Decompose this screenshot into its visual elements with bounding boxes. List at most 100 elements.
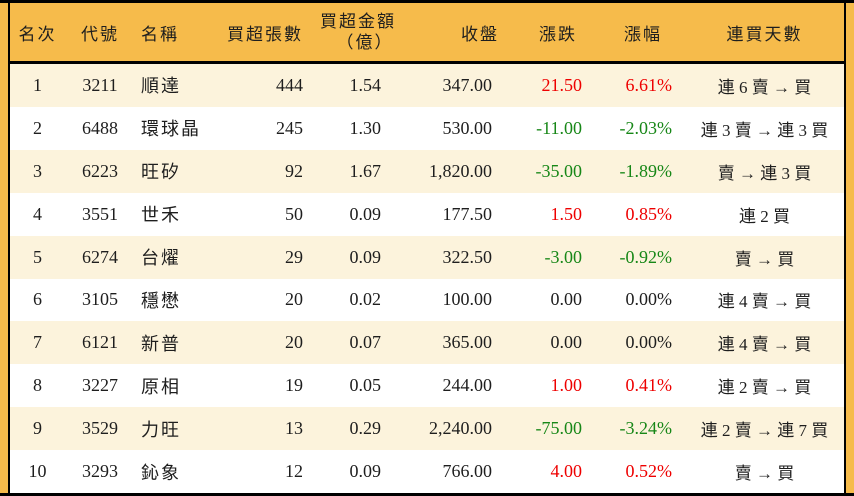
streak-cell: 連 3 賣 → 連 3 買 [700,120,829,140]
close-cell: 347.00 [442,74,493,95]
name-cell: 力旺 [141,419,181,440]
header-name: 名稱 [141,24,179,44]
volume-cell: 20 [285,332,303,353]
code-cell: 6274 [82,246,118,267]
name-cell: 穩懋 [141,290,181,311]
code-cell: 3105 [82,289,118,310]
streak-cell: 賣 → 買 [734,464,795,484]
rank-cell: 1 [33,74,42,95]
code-cell: 3293 [82,461,118,482]
change-cell: -75.00 [535,418,583,439]
name-cell: 新普 [141,333,181,354]
change-pct-cell: 0.00% [625,289,673,310]
table-row: 4 3551 世禾 50 0.09 177.50 1.50 0.85% 連 2 … [10,192,844,236]
header-streak: 連買天數 [726,24,803,44]
streak-cell: 連 6 賣 → 買 [717,77,812,97]
name-cell: 世禾 [141,205,181,226]
table-row: 5 6274 台燿 29 0.09 322.50 -3.00 -0.92% 賣 … [10,235,844,279]
change-cell: -35.00 [535,160,583,181]
change-pct-cell: -2.03% [619,117,673,138]
rank-cell: 4 [33,203,42,224]
table-row: 6 3105 穩懋 20 0.02 100.00 0.00 0.00% 連 4 … [10,278,844,322]
streak-cell: 連 4 賣 → 買 [717,335,812,355]
change-cell: -11.00 [536,117,582,138]
amount-cell: 0.02 [349,289,382,310]
volume-cell: 245 [276,117,303,138]
streak-cell: 連 4 賣 → 買 [717,292,812,312]
header-change: 漲跌 [539,24,577,44]
close-cell: 365.00 [442,332,493,353]
volume-cell: 12 [285,461,303,482]
header-amount: 買超金額 （億） [313,11,403,54]
table-row: 3 6223 旺矽 92 1.67 1,820.00 -35.00 -1.89%… [10,149,844,193]
table-row: 2 6488 環球晶 245 1.30 530.00 -11.00 -2.03%… [10,106,844,150]
code-cell: 3551 [82,203,118,224]
header-amount-line2: （億） [336,33,394,52]
code-cell: 6121 [82,332,118,353]
change-pct-cell: 0.00% [625,332,673,353]
change-cell: 1.50 [550,203,583,224]
code-cell: 3227 [82,375,118,396]
amount-cell: 0.05 [349,375,382,396]
table-row: 1 3211 順達 444 1.54 347.00 21.50 6.61% 連 … [10,64,844,107]
change-cell: -3.00 [544,246,583,267]
change-pct-cell: 0.85% [625,203,673,224]
name-cell: 環球晶 [141,119,201,140]
change-cell: 4.00 [550,461,583,482]
close-cell: 1,820.00 [429,160,492,181]
close-cell: 244.00 [442,375,493,396]
change-cell: 1.00 [550,375,583,396]
header-amount-line1: 買超金額 [320,11,396,31]
volume-cell: 29 [285,246,303,267]
amount-cell: 1.30 [349,117,382,138]
volume-cell: 444 [276,74,303,95]
amount-cell: 1.67 [349,160,382,181]
table-row: 10 3293 鈊象 12 0.09 766.00 4.00 0.52% 賣 →… [10,450,844,494]
change-pct-cell: -3.24% [619,418,673,439]
amount-cell: 1.54 [349,74,382,95]
change-pct-cell: 0.41% [625,375,673,396]
rank-cell: 9 [33,418,42,439]
amount-cell: 0.09 [349,461,382,482]
name-cell: 鈊象 [141,462,181,483]
streak-cell: 連 2 買 [739,206,790,226]
volume-cell: 19 [285,375,303,396]
code-cell: 6223 [82,160,118,181]
streak-cell: 賣 → 連 3 買 [717,163,812,183]
rank-cell: 3 [33,160,42,181]
volume-cell: 92 [285,160,303,181]
table-frame: 名次 代號 名稱 買超張數 買超金額 （億） 收盤 漲跌 漲幅 連買天數 1 3… [8,3,846,494]
header-pct: 漲幅 [624,24,662,44]
name-cell: 順達 [141,76,181,97]
amount-cell: 0.29 [349,418,382,439]
table-row: 7 6121 新普 20 0.07 365.00 0.00 0.00% 連 4 … [10,321,844,365]
table-row: 8 3227 原相 19 0.05 244.00 1.00 0.41% 連 2 … [10,364,844,408]
streak-cell: 連 2 賣 → 買 [717,378,812,398]
change-cell: 0.00 [550,289,583,310]
rank-cell: 6 [33,289,42,310]
header-volume: 買超張數 [227,24,303,44]
name-cell: 台燿 [141,248,181,269]
header-rank: 名次 [18,24,57,44]
streak-cell: 連 2 賣 → 連 7 買 [700,421,829,441]
change-pct-cell: 0.52% [625,461,673,482]
rank-cell: 2 [33,117,42,138]
change-pct-cell: 6.61% [625,74,673,95]
code-cell: 3211 [82,74,118,95]
close-cell: 177.50 [442,203,493,224]
rank-cell: 10 [28,461,47,482]
amount-cell: 0.09 [349,246,382,267]
close-cell: 100.00 [442,289,493,310]
rank-cell: 5 [33,246,42,267]
header-code: 代號 [81,24,119,44]
volume-cell: 20 [285,289,303,310]
volume-cell: 50 [285,203,303,224]
close-cell: 766.00 [442,461,493,482]
header-close: 收盤 [461,24,499,44]
change-cell: 21.50 [541,74,583,95]
close-cell: 530.00 [442,117,493,138]
code-cell: 6488 [82,117,118,138]
close-cell: 2,240.00 [429,418,492,439]
